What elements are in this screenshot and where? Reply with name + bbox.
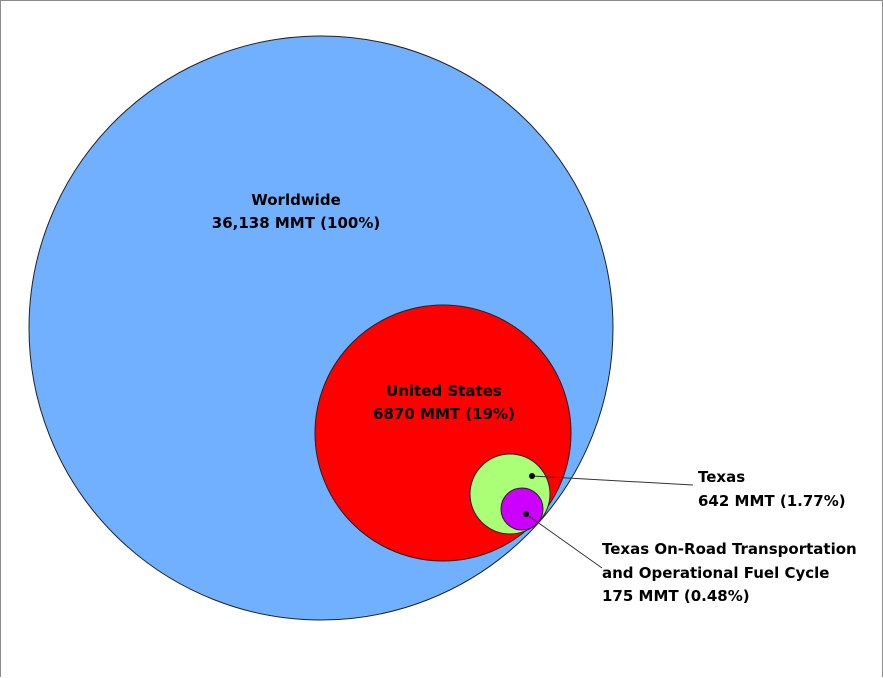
texas-onroad-callout-line bbox=[525, 513, 603, 569]
worldwide-value: 36,138 MMT (100%) bbox=[212, 214, 380, 232]
texas-onroad-callout-dot bbox=[523, 511, 529, 517]
texas-value: 642 MMT (1.77%) bbox=[698, 492, 846, 510]
worldwide-label: Worldwide bbox=[251, 191, 341, 209]
texas-onroad-label-line1: Texas On-Road Transportation bbox=[602, 540, 857, 558]
texas-onroad-value: 175 MMT (0.48%) bbox=[602, 587, 750, 605]
united-states-label: United States bbox=[386, 382, 502, 400]
texas-label: Texas bbox=[698, 468, 745, 486]
texas-onroad-label-line2: and Operational Fuel Cycle bbox=[602, 564, 829, 582]
united-states-value: 6870 MMT (19%) bbox=[373, 405, 515, 423]
texas-callout-dot bbox=[529, 473, 535, 479]
worldwide-circle bbox=[28, 35, 614, 621]
texas-callout-line bbox=[531, 475, 694, 486]
texas-onroad-circle bbox=[500, 487, 544, 531]
